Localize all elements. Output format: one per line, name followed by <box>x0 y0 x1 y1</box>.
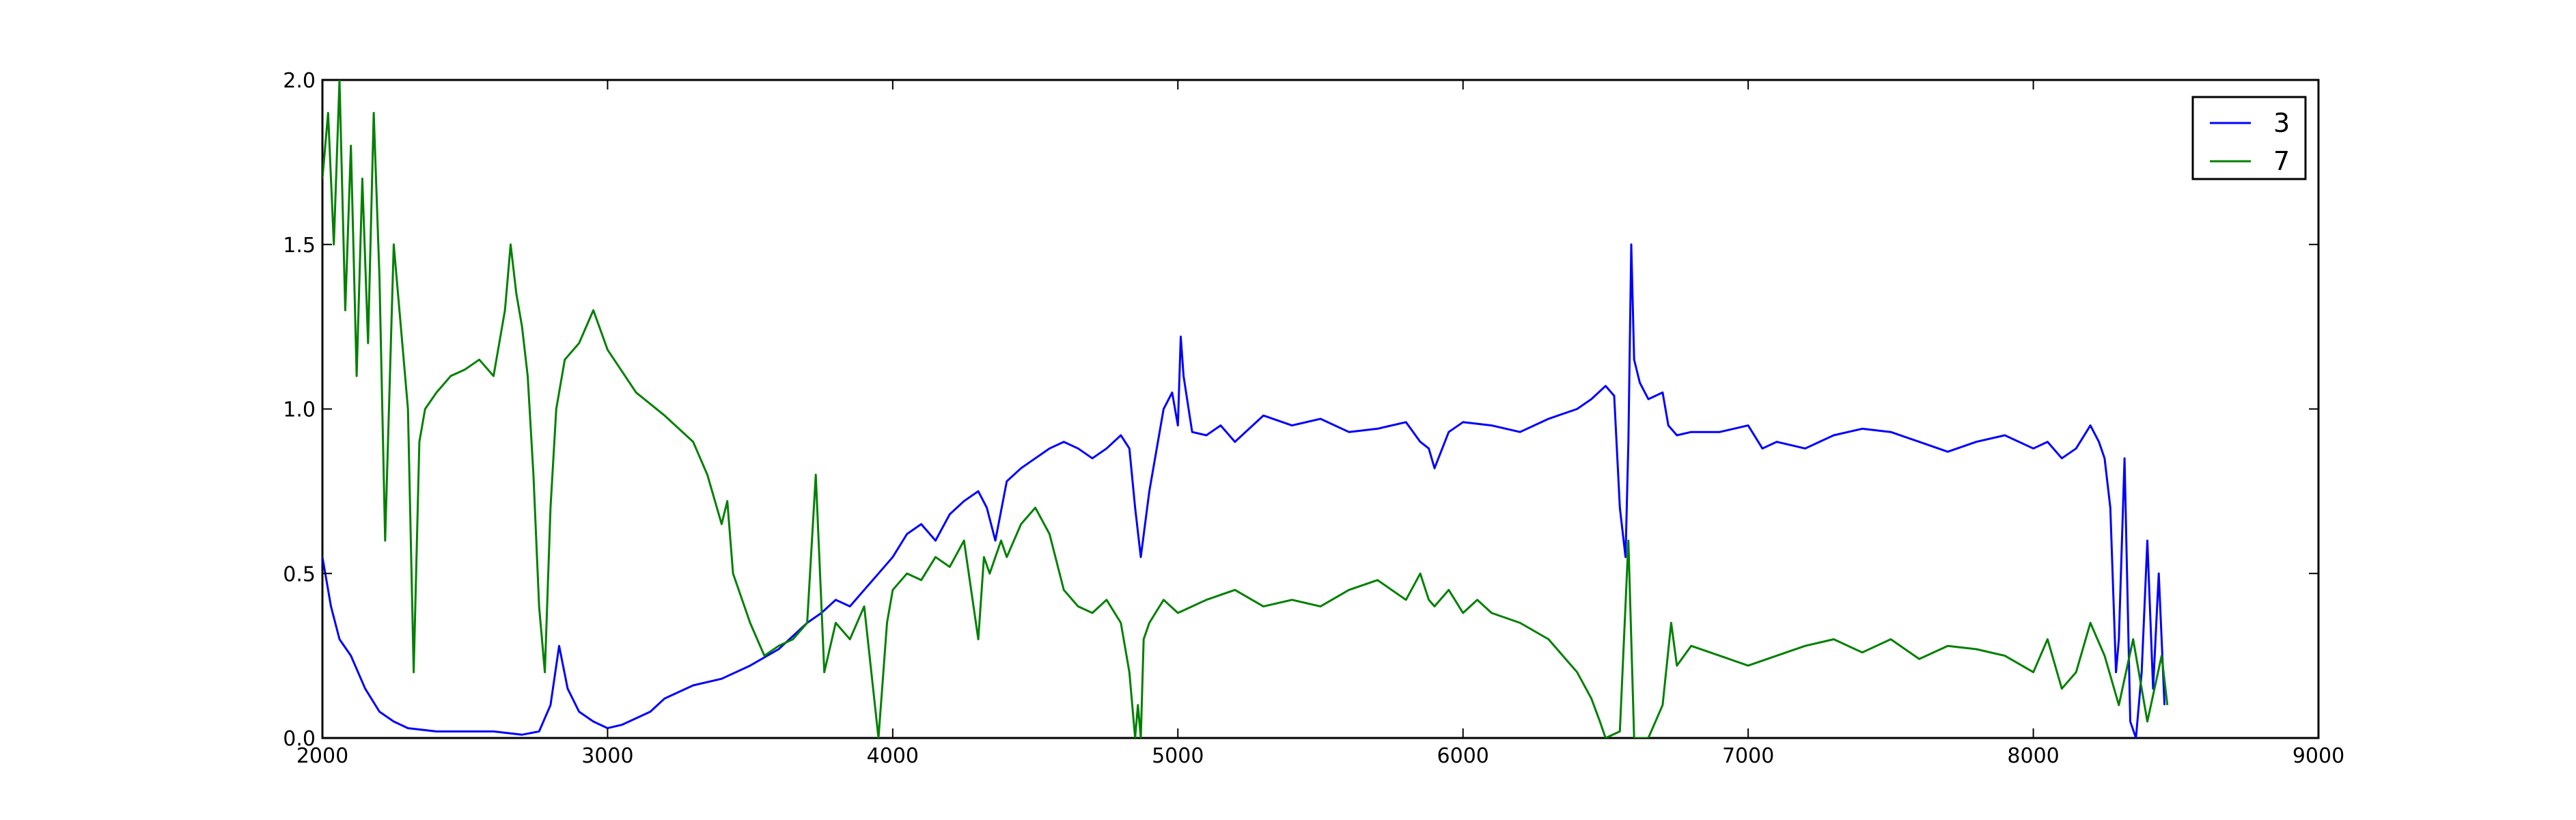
legend-label-7: 7 <box>2273 146 2290 176</box>
y-tick-label: 1.0 <box>283 398 316 422</box>
x-tick-label: 2000 <box>296 744 348 768</box>
x-tick-label: 3000 <box>581 744 633 768</box>
y-tick-label: 0.5 <box>283 562 316 586</box>
series-line-7 <box>322 80 2169 738</box>
x-tick-label: 8000 <box>2007 744 2059 768</box>
y-tick-label: 1.5 <box>283 234 316 258</box>
legend-box <box>2191 96 2307 180</box>
plot-frame <box>321 79 2320 739</box>
x-tick-label: 6000 <box>1437 744 1489 768</box>
series-layer <box>322 80 2169 738</box>
series-line-3 <box>322 243 2166 738</box>
legend: 37 <box>2191 96 2307 180</box>
x-axis: 2000 3000 4000 5000 6000 7000 8000 9000 <box>296 80 2344 768</box>
y-tick-label: 2.0 <box>283 69 316 93</box>
plot-area <box>321 79 2320 739</box>
legend-label-3: 3 <box>2273 108 2290 138</box>
y-axis: 0.0 0.5 1.0 1.5 2.0 <box>283 69 2318 751</box>
x-tick-label: 4000 <box>867 744 919 768</box>
x-tick-label: 7000 <box>1722 744 1774 768</box>
x-tick-label: 9000 <box>2293 744 2344 768</box>
y-tick-label: 0.0 <box>283 727 316 751</box>
x-tick-label: 5000 <box>1152 744 1204 768</box>
